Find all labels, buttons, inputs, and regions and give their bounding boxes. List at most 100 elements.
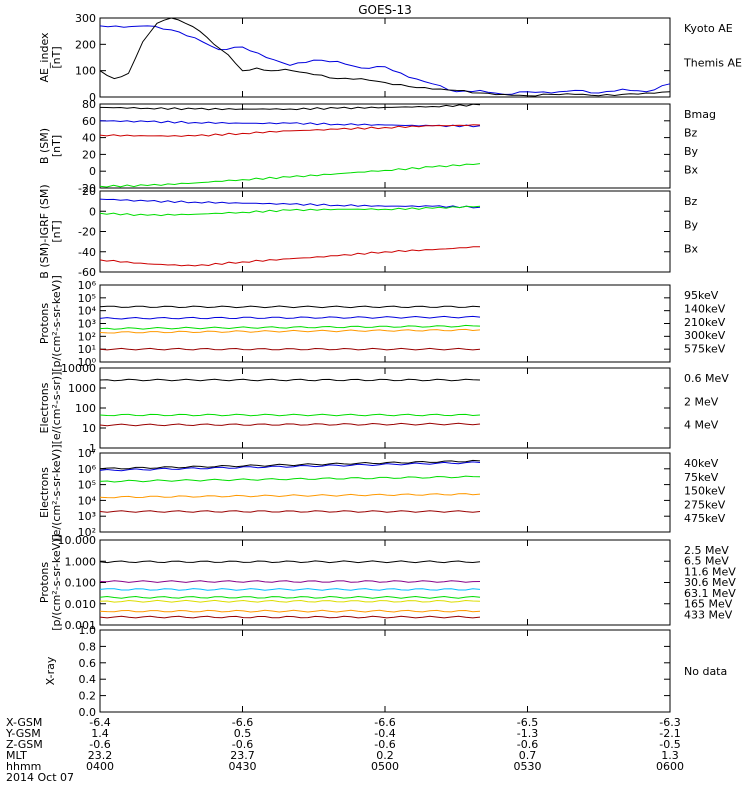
plot-title: GOES-13: [358, 3, 412, 17]
panel-2-ytick-label: -60: [78, 266, 96, 279]
ephemeris-value: -6.4: [89, 716, 110, 729]
panel-4-ytick-label: 10000: [61, 362, 96, 375]
panel-7-ytick-label: 0.6: [79, 657, 97, 670]
panel-4-ytick-label: 1000: [68, 382, 96, 395]
panel-4-series-0.6-MeV: [99, 378, 481, 382]
panel-7-ytick-label: 0.2: [79, 690, 97, 703]
panel-1-ytick-label: 0: [89, 165, 96, 178]
panel-5-ytick-label: 10⁵: [78, 479, 96, 492]
panel-3-series-140keV: [99, 315, 481, 320]
date-label: 2014 Oct 07: [6, 771, 74, 784]
panel-3-ytick-label: 10⁰: [78, 356, 97, 369]
panel-1-legend-label: Bmag: [684, 108, 716, 121]
panel-1-series-Bz: [99, 124, 481, 137]
ephemeris-value: 1.3: [661, 749, 679, 762]
panel-5-ytick-label: 10⁷: [78, 447, 96, 460]
ephemeris-value: -6.5: [517, 716, 538, 729]
panel-6-ytick-label: 0.010: [65, 598, 97, 611]
panel-7-ylabel: X-ray: [44, 656, 57, 685]
panel-1-ytick-label: 40: [82, 132, 96, 145]
panel-frame-5: [99, 452, 671, 533]
panel-1-ytick-label: -20: [78, 182, 96, 195]
panel-6-series-11.6-MeV: [99, 588, 481, 591]
ephemeris-label: Y-GSM: [5, 727, 41, 740]
panel-5-legend-label: 275keV: [684, 498, 726, 511]
panel-7-note: No data: [684, 665, 727, 678]
panel-5-legend-label: 40keV: [684, 457, 719, 470]
panel-0-ylabel: AE_index: [38, 32, 51, 83]
ephemeris-value: -0.6: [89, 738, 110, 751]
ephemeris-value: 0600: [656, 760, 684, 773]
ephemeris-value: -0.6: [232, 738, 253, 751]
panel-0-ytick-label: 100: [75, 65, 96, 78]
panel-1-ylabel: B (SM): [38, 128, 51, 164]
panel-3-series-95keV: [99, 305, 481, 309]
panel-7-ytick-label: 0.0: [79, 706, 97, 719]
panel-0-ytick-label: 0: [89, 91, 96, 104]
panel-frame-1: [99, 103, 671, 189]
panel-5-series-150keV: [99, 475, 481, 483]
panel-5-series-40keV: [99, 459, 481, 470]
panel-3-legend-label: 210keV: [684, 316, 726, 329]
panel-3-ytick-label: 10²: [78, 330, 96, 343]
ephemeris-label: X-GSM: [6, 716, 42, 729]
panel-4-ylabel: [e/(cm²-s-sr)]: [50, 372, 63, 445]
panel-frame-2: [99, 190, 671, 273]
panel-3-ytick-label: 10⁴: [78, 305, 97, 318]
panel-4-series-2-MeV: [99, 413, 481, 417]
panel-5-legend-label: 150keV: [684, 485, 726, 498]
panel-6-legend-label: 6.5 MeV: [684, 555, 729, 568]
panel-4-series-4-MeV: [99, 422, 481, 427]
ephemeris-value: 1.4: [91, 727, 109, 740]
panel-6-legend-label: 30.6 MeV: [684, 576, 736, 589]
panel-frame-7: [99, 629, 671, 713]
panel-2-legend-label: By: [684, 219, 699, 232]
ephemeris-value: -0.4: [374, 727, 395, 740]
panel-0-ytick-label: 300: [75, 12, 96, 25]
panel-6-ytick-label: 1.000: [65, 555, 97, 568]
panel-1-series-By: [99, 163, 481, 188]
panel-frame-4: [99, 367, 671, 449]
panel-4-ylabel: Electrons: [38, 382, 51, 433]
panel-3-series-575keV: [99, 347, 481, 351]
ephemeris-value: -0.6: [517, 738, 538, 751]
panel-6-series-433-MeV: [99, 615, 481, 619]
panel-2-ytick-label: 0: [89, 205, 96, 218]
ephemeris-value: -2.1: [659, 727, 680, 740]
panel-3-ytick-label: 10⁵: [78, 292, 96, 305]
panel-3-ytick-label: 10¹: [78, 343, 96, 356]
panel-3-legend-label: 575keV: [684, 343, 726, 356]
panel-0-series-Themis-AE: [99, 17, 671, 97]
panel-0-legend-label: Themis AE: [683, 57, 742, 70]
ephemeris-value: 0430: [229, 760, 257, 773]
panel-5-ylabel: Electrons: [38, 467, 51, 518]
panel-3-ytick-label: 10³: [78, 318, 96, 331]
ephemeris-label: hhmm: [6, 760, 41, 773]
panel-2-series-Bx: [99, 198, 481, 209]
panel-3-ylabel: Protons: [38, 303, 51, 344]
ephemeris-value: 0530: [514, 760, 542, 773]
panel-6-legend-label: 165 MeV: [684, 598, 733, 611]
ephemeris-value: 0400: [86, 760, 114, 773]
panel-1-legend-label: By: [684, 145, 699, 158]
panel-2-ytick-label: -40: [78, 246, 96, 259]
panel-5-series-275keV: [99, 493, 481, 499]
panel-6-legend-label: 11.6 MeV: [684, 565, 736, 578]
panel-5-legend-label: 75keV: [684, 471, 719, 484]
panel-7-ytick-label: 0.4: [79, 673, 97, 686]
panel-frame-0: [99, 17, 671, 98]
panel-0-legend-label: Kyoto AE: [684, 22, 733, 35]
panel-5-series-75keV: [99, 461, 481, 472]
panel-0-series-Kyoto-AE: [99, 25, 671, 95]
ephemeris-value: -6.3: [659, 716, 680, 729]
panel-2-legend-label: Bx: [684, 242, 699, 255]
ephemeris-value: -6.6: [374, 716, 395, 729]
panel-2-series-By: [99, 205, 481, 217]
panel-7-ytick-label: 1.0: [79, 624, 97, 637]
panel-6-ylabel: [p/(cm²-s-sr-keV)]: [50, 534, 63, 631]
panel-0-ytick-label: 200: [75, 38, 96, 51]
panel-5-ylabel: [e/(cm²-s-sr-keV)]: [50, 444, 63, 540]
panel-3-legend-label: 300keV: [684, 329, 726, 342]
